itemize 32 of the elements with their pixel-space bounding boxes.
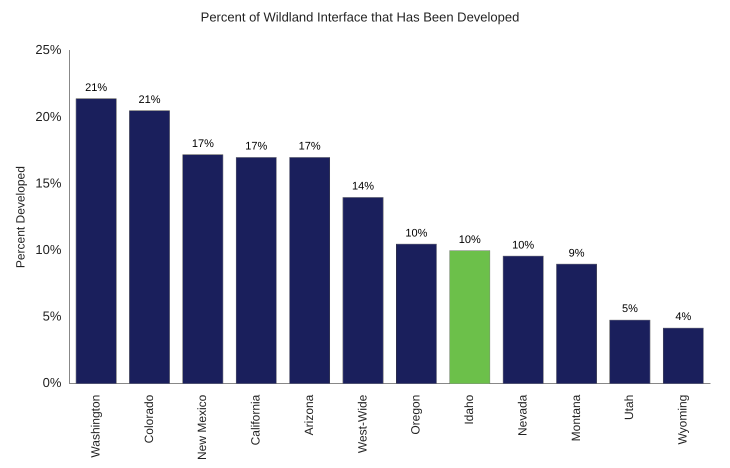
data-label: 14% (352, 180, 374, 193)
x-tick-label: Washington (88, 394, 102, 458)
x-tick-label: Oregon (408, 394, 423, 435)
x-tick-label: Idaho (462, 394, 476, 425)
y-tick-label: 0% (42, 375, 62, 390)
x-tick-label: California (248, 394, 263, 446)
x-tick-label: Utah (622, 394, 636, 420)
chart-title: Percent of Wildland Interface that Has Been Developed (200, 9, 520, 24)
x-tick-label: West-Wide (355, 394, 370, 454)
x-tick-label: Colorado (142, 394, 156, 444)
data-label: 21% (85, 82, 108, 94)
data-label: 10% (458, 234, 481, 246)
data-label: 17% (245, 140, 268, 153)
data-label: 5% (622, 303, 638, 316)
y-tick-label: 15% (35, 175, 62, 190)
x-tick-label: Nevada (515, 394, 530, 436)
y-axis-title: Percent Developed (14, 166, 28, 268)
data-label: 21% (138, 94, 161, 106)
data-label: 9% (568, 247, 585, 260)
x-tick-label: New Mexico (195, 394, 210, 460)
y-tick-label: 25% (35, 42, 62, 58)
y-tick-label: 10% (35, 242, 62, 258)
y-tick-label: 20% (35, 108, 62, 124)
x-tick-label: Wyoming (676, 394, 690, 445)
x-tick-label: Arizona (302, 394, 316, 436)
data-label: 17% (298, 140, 321, 153)
x-tick-label: Montana (568, 394, 583, 442)
data-label: 10% (512, 239, 534, 252)
data-label: 10% (405, 227, 428, 240)
data-label: 17% (192, 138, 214, 150)
data-label: 4% (675, 311, 692, 324)
y-tick-label: 5% (42, 308, 62, 324)
